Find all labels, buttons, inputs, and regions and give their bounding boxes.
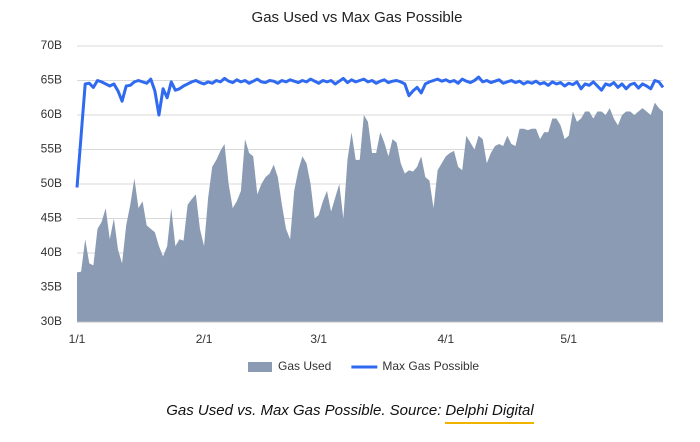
caption: Gas Used vs. Max Gas Possible. Source: De…	[0, 402, 700, 424]
chart: Gas Used vs Max Gas Possible 30B 35B 40B 45…	[41, 9, 665, 373]
legend-swatch	[248, 362, 272, 372]
x-tick-label: 2/1	[196, 332, 213, 346]
caption-text: Gas Used vs. Max Gas Possible. Source:	[166, 402, 442, 419]
line	[75, 75, 665, 188]
legend-label: Gas Used	[278, 359, 331, 373]
x-tick-label: 5/1	[560, 332, 577, 346]
chart-title: Gas Used vs Max Gas Possible	[252, 9, 463, 26]
y-tick-label: 65B	[41, 73, 62, 87]
area	[77, 102, 663, 322]
x-tick-label: 3/1	[310, 332, 327, 346]
x-tick-label: 1/1	[69, 332, 86, 346]
legend-label: Max Gas Possible	[382, 359, 479, 373]
caption-link[interactable]: Delphi Digital	[445, 402, 534, 424]
y-tick-label: 40B	[41, 245, 62, 259]
y-tick-label: 45B	[41, 211, 62, 225]
x-tick-label: 4/1	[437, 332, 454, 346]
y-tick-label: 70B	[41, 38, 62, 52]
y-tick-label: 55B	[41, 142, 62, 156]
y-tick-label: 35B	[41, 280, 62, 294]
y-tick-label: 30B	[41, 314, 62, 328]
y-tick-label: 50B	[41, 176, 62, 190]
y-tick-label: 60B	[41, 107, 62, 121]
